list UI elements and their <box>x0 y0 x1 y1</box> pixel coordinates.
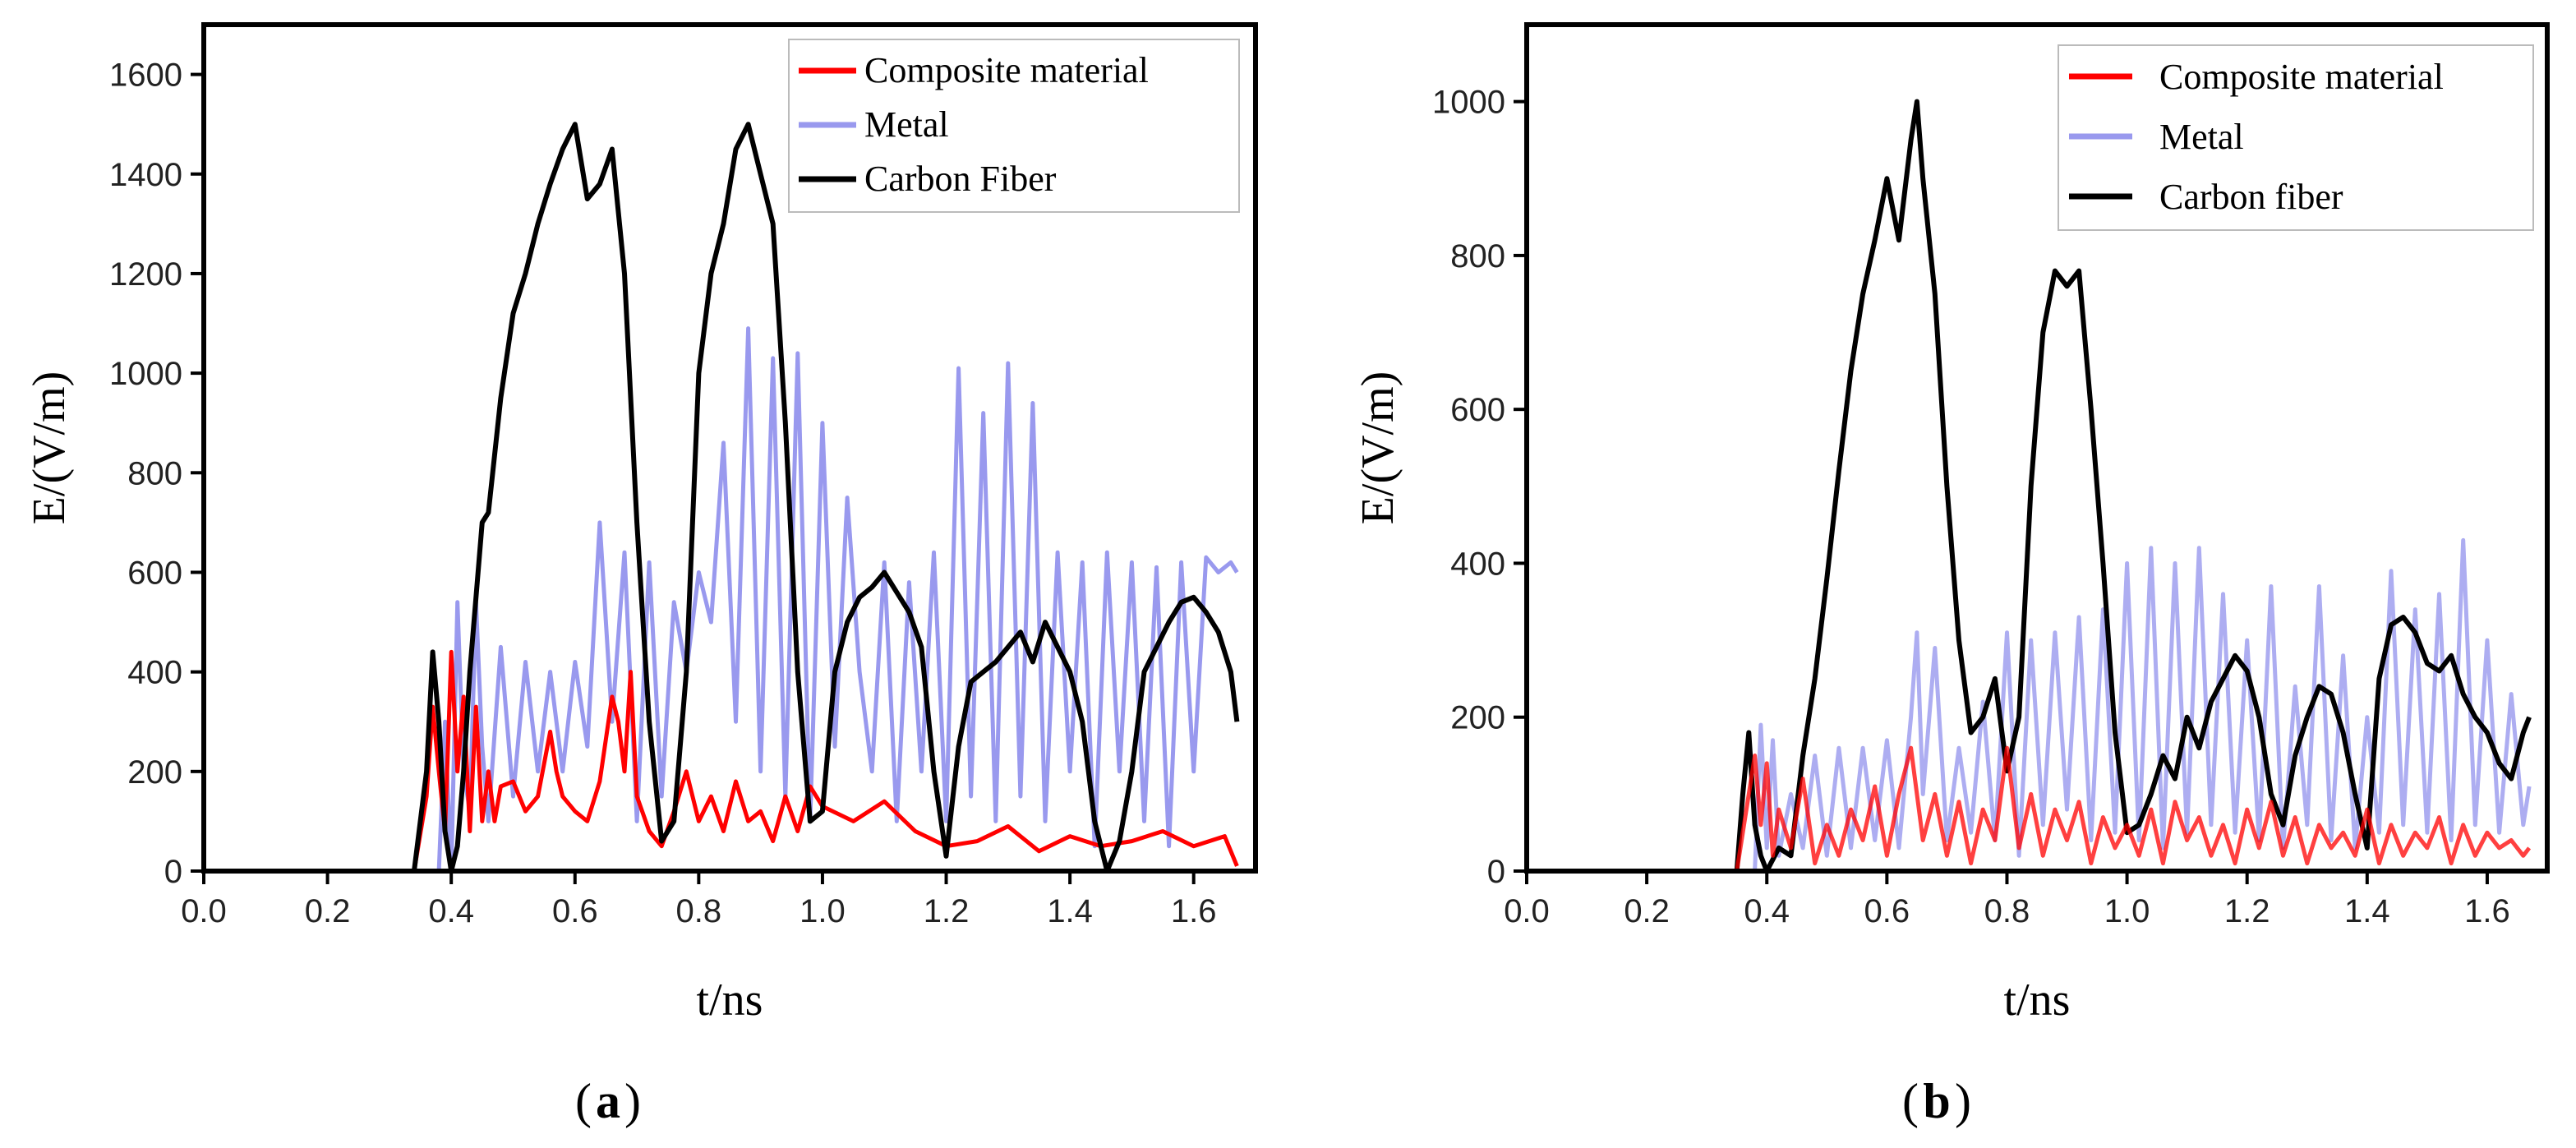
chart-b-series-metal <box>1527 537 2532 874</box>
chart-a-series-carbon-fiber <box>204 122 1240 874</box>
chart-b-y-ticks: 0 200 400 600 800 1000 <box>1432 85 1527 890</box>
chart-a-legend-box <box>788 39 1240 213</box>
chart-b-legend: Composite material Metal Carbon fiber <box>2058 44 2534 231</box>
chart-a-xlabel: t/ns <box>697 975 763 1026</box>
chart-b-caption-open-paren: ( <box>1902 1074 1919 1128</box>
chart-b: 0.0 0.2 0.4 0.6 0.8 1.0 1.2 1.4 1.6 0 200 400 600 80… <box>1353 22 2550 1128</box>
chart-b-x-ticks: 0.0 0.2 0.4 0.6 0.8 1.0 1.2 1.4 1.6 <box>1504 871 2510 929</box>
x-tick-label: 0.8 <box>676 893 722 929</box>
x-tick-label: 1.2 <box>2224 893 2270 929</box>
chart-b-legend-composite: Composite material <box>2159 57 2444 97</box>
chart-b-legend-metal: Metal <box>2159 117 2244 157</box>
y-tick-label: 1600 <box>109 58 182 94</box>
y-tick-label: 400 <box>1450 546 1505 582</box>
chart-b-series-composite-material <box>1527 745 2532 874</box>
x-tick-label: 0.4 <box>428 893 474 929</box>
x-tick-label: 1.4 <box>1047 893 1093 929</box>
y-tick-label: 600 <box>127 555 182 591</box>
x-tick-label: 0.4 <box>1744 893 1790 929</box>
chart-a-legend-carbon: Carbon Fiber <box>864 159 1057 199</box>
chart-a-frame <box>201 22 1258 874</box>
chart-b-legend-box <box>2058 44 2534 231</box>
x-tick-label: 1.0 <box>2104 893 2150 929</box>
chart-b-caption-close-paren: ) <box>1955 1074 1971 1128</box>
chart-a-caption-close-paren: ) <box>624 1074 641 1128</box>
y-tick-label: 1000 <box>1432 85 1505 121</box>
chart-a-caption-open-paren: ( <box>575 1074 592 1128</box>
chart-a-series <box>204 122 1240 874</box>
x-tick-label: 1.6 <box>2464 893 2510 929</box>
chart-b-series <box>1527 99 2532 874</box>
chart-b-frame <box>1524 22 2550 874</box>
y-tick-label: 0 <box>164 854 182 890</box>
x-tick-label: 0.6 <box>552 893 598 929</box>
chart-b-series-carbon-fiber <box>1527 99 2532 874</box>
chart-a-x-ticks: 0.0 0.2 0.4 0.6 0.8 1.0 1.2 1.4 1.6 <box>181 871 1217 929</box>
x-tick-label: 0.2 <box>305 893 351 929</box>
y-tick-label: 800 <box>1450 238 1505 274</box>
y-tick-label: 200 <box>1450 700 1505 736</box>
y-tick-label: 0 <box>1487 854 1505 890</box>
chart-a-caption: ( a ) <box>575 1074 641 1128</box>
chart-a-series-metal <box>204 326 1239 874</box>
chart-a-legend: Composite material Metal Carbon Fiber <box>788 39 1240 213</box>
chart-a-legend-composite: Composite material <box>864 50 1149 90</box>
x-tick-label: 0.6 <box>1864 893 1910 929</box>
y-tick-label: 600 <box>1450 392 1505 428</box>
y-tick-label: 1000 <box>109 356 182 392</box>
x-tick-label: 1.6 <box>1171 893 1217 929</box>
chart-a: 0.0 0.2 0.4 0.6 0.8 1.0 1.2 1.4 1.6 0 200 400 600 80… <box>24 22 1258 1128</box>
chart-b-ylabel: E/(V/m) <box>1353 371 1403 525</box>
chart-a-caption-label: a <box>596 1074 620 1128</box>
x-tick-label: 1.0 <box>800 893 846 929</box>
y-tick-label: 200 <box>127 754 182 791</box>
chart-a-legend-metal: Metal <box>864 104 949 145</box>
x-tick-label: 0.0 <box>181 893 227 929</box>
x-tick-label: 1.4 <box>2344 893 2390 929</box>
x-tick-label: 1.2 <box>924 893 970 929</box>
x-tick-label: 0.8 <box>1984 893 2030 929</box>
chart-a-series-composite-material <box>204 649 1239 874</box>
x-tick-label: 0.0 <box>1504 893 1550 929</box>
chart-b-caption: ( b ) <box>1902 1074 1971 1128</box>
chart-a-ylabel: E/(V/m) <box>24 371 75 525</box>
chart-b-caption-label: b <box>1923 1074 1950 1128</box>
y-tick-label: 1200 <box>109 256 182 293</box>
chart-b-legend-carbon: Carbon fiber <box>2159 177 2343 217</box>
chart-b-xlabel: t/ns <box>2004 975 2071 1026</box>
y-tick-label: 400 <box>127 655 182 691</box>
chart-a-y-ticks: 0 200 400 600 800 1000 1200 1400 1600 <box>109 58 204 890</box>
x-tick-label: 0.2 <box>1624 893 1670 929</box>
y-tick-label: 800 <box>127 455 182 491</box>
y-tick-label: 1400 <box>109 157 182 193</box>
